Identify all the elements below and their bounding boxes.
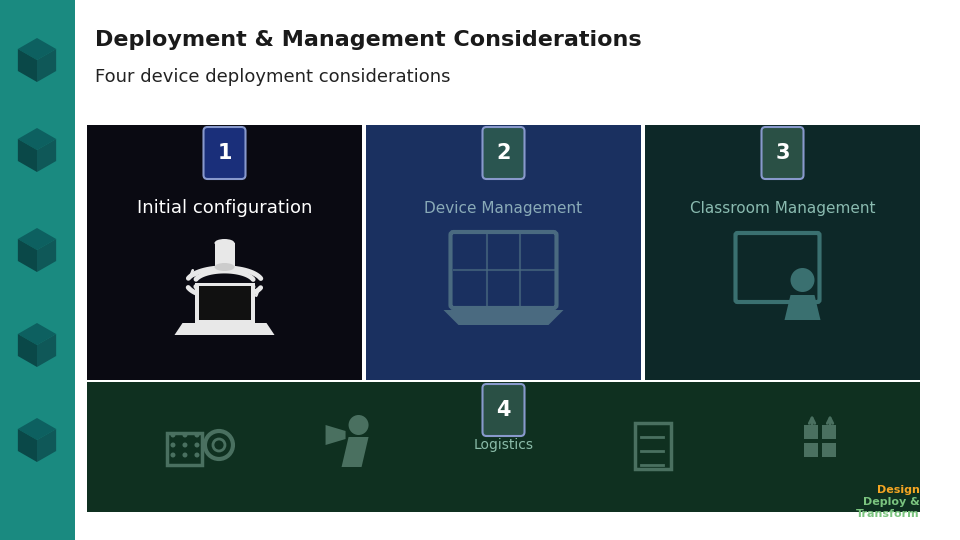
Polygon shape bbox=[37, 334, 56, 367]
Text: Deployment & Management Considerations: Deployment & Management Considerations bbox=[95, 30, 641, 50]
Polygon shape bbox=[18, 38, 56, 60]
Bar bbox=[214, 243, 234, 267]
Bar bbox=[822, 443, 836, 457]
Polygon shape bbox=[18, 128, 56, 150]
Polygon shape bbox=[18, 49, 37, 82]
Circle shape bbox=[171, 453, 176, 457]
Polygon shape bbox=[37, 49, 56, 82]
Text: Deploy &: Deploy & bbox=[863, 497, 920, 507]
Ellipse shape bbox=[214, 263, 234, 271]
Polygon shape bbox=[37, 429, 56, 462]
Ellipse shape bbox=[214, 239, 234, 247]
Circle shape bbox=[171, 433, 176, 437]
FancyBboxPatch shape bbox=[761, 127, 804, 179]
FancyBboxPatch shape bbox=[483, 127, 524, 179]
Circle shape bbox=[182, 433, 187, 437]
Bar bbox=[366, 125, 641, 380]
Polygon shape bbox=[18, 334, 37, 367]
Text: Logistics: Logistics bbox=[473, 438, 534, 452]
Text: Transform: Transform bbox=[856, 509, 920, 519]
Polygon shape bbox=[18, 228, 56, 250]
Text: 2: 2 bbox=[496, 143, 511, 163]
Polygon shape bbox=[175, 323, 275, 335]
Circle shape bbox=[195, 442, 200, 448]
Polygon shape bbox=[18, 323, 56, 345]
Polygon shape bbox=[342, 437, 369, 467]
Circle shape bbox=[790, 268, 814, 292]
FancyBboxPatch shape bbox=[204, 127, 246, 179]
Circle shape bbox=[348, 415, 369, 435]
Polygon shape bbox=[18, 429, 37, 462]
Bar bbox=[87, 125, 362, 380]
Circle shape bbox=[195, 453, 200, 457]
Text: Initial configuration: Initial configuration bbox=[137, 199, 312, 217]
Bar bbox=[195, 283, 254, 323]
Bar bbox=[636, 423, 671, 469]
FancyBboxPatch shape bbox=[483, 384, 524, 436]
Circle shape bbox=[182, 453, 187, 457]
Bar bbox=[804, 443, 818, 457]
Polygon shape bbox=[444, 310, 564, 325]
Circle shape bbox=[195, 433, 200, 437]
Text: 1: 1 bbox=[217, 143, 231, 163]
Polygon shape bbox=[18, 239, 37, 272]
Text: Classroom Management: Classroom Management bbox=[689, 200, 876, 215]
Polygon shape bbox=[325, 425, 346, 445]
Bar bbox=[645, 125, 920, 380]
Polygon shape bbox=[37, 139, 56, 172]
Polygon shape bbox=[18, 139, 37, 172]
Text: 3: 3 bbox=[776, 143, 790, 163]
Bar bbox=[167, 433, 202, 465]
Bar bbox=[199, 286, 251, 320]
Polygon shape bbox=[18, 418, 56, 440]
Bar bbox=[822, 425, 836, 439]
Circle shape bbox=[182, 442, 187, 448]
Circle shape bbox=[171, 442, 176, 448]
Text: 4: 4 bbox=[496, 400, 511, 420]
Text: Device Management: Device Management bbox=[424, 200, 583, 215]
Bar bbox=[0, 0, 75, 540]
Bar bbox=[87, 382, 920, 512]
Text: Four device deployment considerations: Four device deployment considerations bbox=[95, 68, 450, 86]
Polygon shape bbox=[784, 295, 821, 320]
Text: Design: Design bbox=[877, 485, 920, 495]
Polygon shape bbox=[37, 239, 56, 272]
Bar bbox=[804, 425, 818, 439]
